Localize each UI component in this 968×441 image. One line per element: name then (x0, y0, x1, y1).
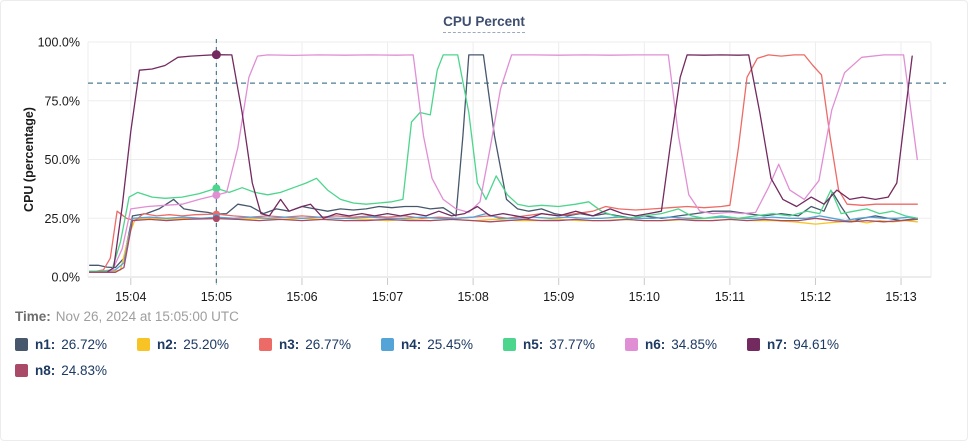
x-tick-label: 15:06 (286, 290, 317, 303)
legend-item-n2[interactable]: n2: 25.20% (137, 337, 259, 352)
crosshair-time-readout: Time: Nov 26, 2024 at 15:05:00 UTC (15, 309, 967, 324)
legend-swatch-icon (137, 338, 150, 351)
y-tick-label: 100.0% (38, 36, 80, 50)
legend-item-n6[interactable]: n6: 34.85% (625, 337, 747, 352)
legend-series-value: 26.72% (61, 337, 108, 352)
legend-series-value: 25.20% (183, 337, 230, 352)
legend-series-value: 25.45% (427, 337, 474, 352)
series-line-n8 (89, 217, 918, 273)
legend-item-n5[interactable]: n5: 37.77% (503, 337, 625, 352)
x-tick-label: 15:12 (800, 290, 831, 303)
x-tick-label: 15:08 (457, 290, 488, 303)
y-tick-label: 0.0% (52, 271, 81, 285)
series-marker-n6 (212, 191, 221, 200)
legend-swatch-icon (747, 338, 760, 351)
legend-series-value: 37.77% (549, 337, 596, 352)
time-label: Time: (15, 309, 51, 324)
series-marker-n5 (212, 184, 221, 193)
legend-series-name: n5: (523, 337, 544, 352)
legend-swatch-icon (503, 338, 516, 351)
legend-series-name: n3: (279, 337, 300, 352)
legend-item-n3[interactable]: n3: 26.77% (259, 337, 381, 352)
chart-title[interactable]: CPU Percent (443, 14, 525, 33)
legend-series-value: 34.85% (671, 337, 718, 352)
series-line-n7 (89, 54, 913, 273)
y-tick-label: 75.0% (45, 94, 80, 108)
legend-series-value: 26.77% (305, 337, 352, 352)
legend-series-name: n8: (35, 363, 56, 378)
x-tick-label: 15:04 (115, 290, 146, 303)
x-tick-label: 15:05 (201, 290, 232, 303)
legend-swatch-icon (259, 338, 272, 351)
legend-series-value: 24.83% (61, 363, 108, 378)
x-tick-label: 15:07 (372, 290, 403, 303)
legend-row: n8: 24.83% (15, 363, 967, 378)
series-marker-n8 (212, 215, 220, 223)
legend-series-name: n7: (767, 337, 788, 352)
y-tick-label: 25.0% (45, 212, 80, 226)
legend-series-name: n4: (401, 337, 422, 352)
series-line-n2 (89, 217, 918, 273)
series-line-n5 (89, 54, 918, 272)
series-line-n3 (89, 54, 918, 273)
y-tick-label: 50.0% (45, 153, 80, 167)
chart-legend: n1: 26.72% n2: 25.20% n3: 26.77% n4: 25.45% n5: 3… (15, 337, 967, 378)
legend-series-name: n2: (157, 337, 178, 352)
x-tick-label: 15:09 (543, 290, 574, 303)
y-axis-title: CPU (percentage) (22, 107, 36, 212)
legend-item-n8[interactable]: n8: 24.83% (15, 363, 137, 378)
legend-row: n1: 26.72% n2: 25.20% n3: 26.77% n4: 25.45% n5: 3… (15, 337, 967, 352)
legend-item-n7[interactable]: n7: 94.61% (747, 337, 869, 352)
x-tick-label: 15:10 (629, 290, 660, 303)
legend-swatch-icon (15, 338, 28, 351)
series-line-n6 (89, 54, 918, 273)
legend-swatch-icon (15, 364, 28, 377)
chart-title-wrap: CPU Percent (1, 1, 967, 33)
legend-series-name: n6: (645, 337, 666, 352)
cpu-percent-line-chart[interactable]: 0.0% 25.0% 50.0% 75.0% 100.0% 15:04 15:05 15:06… (1, 31, 968, 303)
series-marker-n7 (211, 50, 221, 60)
x-tick-label: 15:11 (715, 290, 745, 303)
x-tick-label: 15:13 (885, 290, 916, 303)
legend-series-name: n1: (35, 337, 56, 352)
series-line-n1 (89, 54, 918, 269)
legend-series-value: 94.61% (793, 337, 840, 352)
legend-item-n1[interactable]: n1: 26.72% (15, 337, 137, 352)
legend-swatch-icon (381, 338, 394, 351)
legend-swatch-icon (625, 338, 638, 351)
time-value: Nov 26, 2024 at 15:05:00 UTC (55, 309, 239, 324)
legend-item-n4[interactable]: n4: 25.45% (381, 337, 503, 352)
